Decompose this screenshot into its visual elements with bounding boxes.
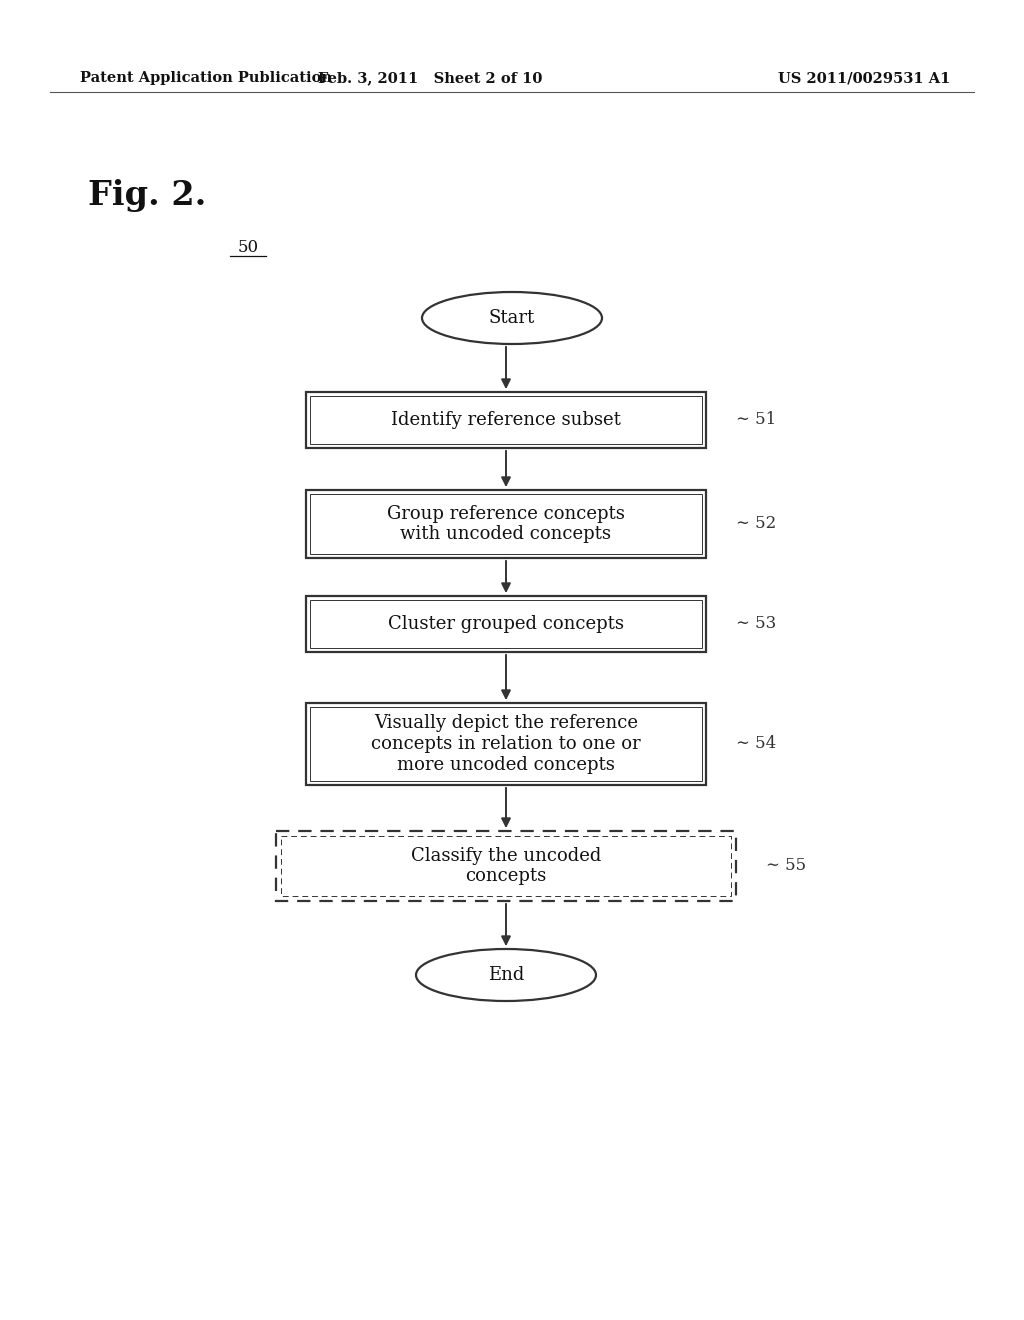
- Text: US 2011/0029531 A1: US 2011/0029531 A1: [777, 71, 950, 84]
- Text: End: End: [487, 966, 524, 983]
- Text: Patent Application Publication: Patent Application Publication: [80, 71, 332, 84]
- Text: Cluster grouped concepts: Cluster grouped concepts: [388, 615, 624, 634]
- Text: Feb. 3, 2011   Sheet 2 of 10: Feb. 3, 2011 Sheet 2 of 10: [317, 71, 542, 84]
- FancyBboxPatch shape: [306, 490, 706, 558]
- FancyBboxPatch shape: [276, 832, 736, 902]
- Text: ∼ 51: ∼ 51: [736, 412, 776, 429]
- Text: Classify the uncoded
concepts: Classify the uncoded concepts: [411, 846, 601, 886]
- Text: ∼ 53: ∼ 53: [736, 615, 776, 632]
- Text: Identify reference subset: Identify reference subset: [391, 411, 621, 429]
- Ellipse shape: [422, 292, 602, 345]
- Text: Start: Start: [488, 309, 536, 327]
- FancyBboxPatch shape: [306, 597, 706, 652]
- Text: Group reference concepts
with uncoded concepts: Group reference concepts with uncoded co…: [387, 504, 625, 544]
- Text: Visually depict the reference
concepts in relation to one or
more uncoded concep: Visually depict the reference concepts i…: [371, 714, 641, 774]
- Text: ∼ 54: ∼ 54: [736, 735, 776, 752]
- FancyBboxPatch shape: [306, 392, 706, 447]
- FancyBboxPatch shape: [306, 704, 706, 785]
- Text: ∼ 52: ∼ 52: [736, 516, 776, 532]
- Text: 50: 50: [238, 239, 259, 256]
- Text: ∼ 55: ∼ 55: [766, 858, 806, 874]
- Text: Fig. 2.: Fig. 2.: [88, 178, 207, 211]
- Ellipse shape: [416, 949, 596, 1001]
